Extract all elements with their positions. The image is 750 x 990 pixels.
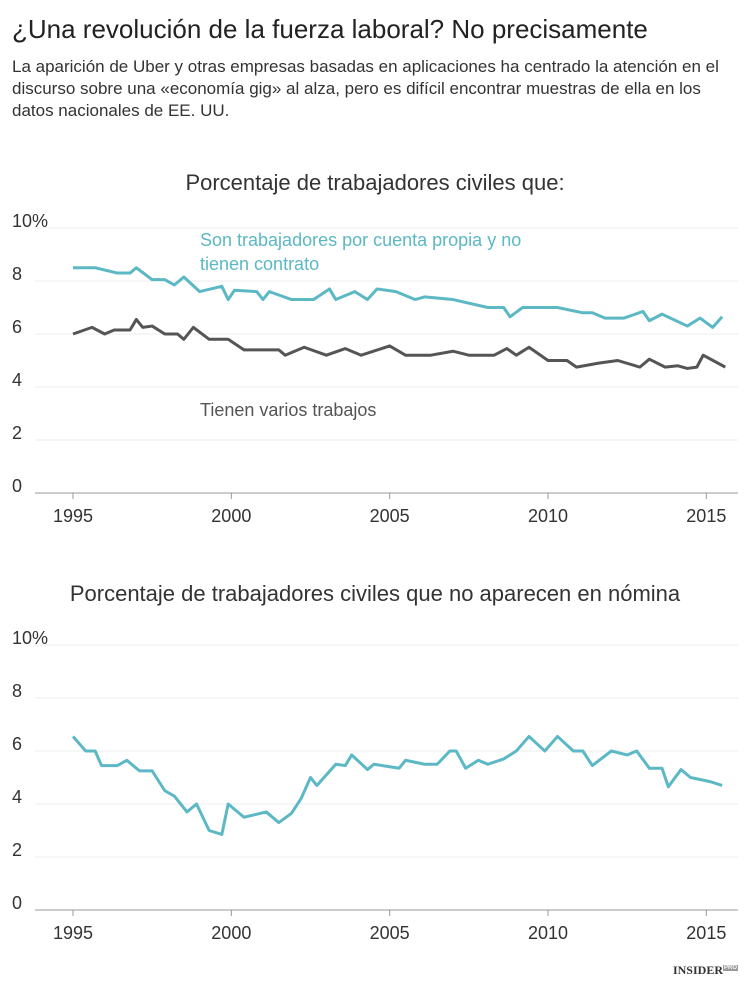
chart-title: Porcentaje de trabajadores civiles que n… [70, 581, 681, 606]
y-tick-label: 8 [12, 264, 22, 284]
x-tick-label: 2010 [528, 506, 568, 526]
series-line [72, 317, 727, 370]
y-tick-label: 10% [12, 628, 48, 648]
series-line [73, 266, 724, 329]
x-tick-label: 2000 [211, 506, 251, 526]
y-tick-label: 0 [12, 893, 22, 913]
series-line [71, 734, 723, 836]
y-tick-label: 2 [12, 423, 22, 443]
chart-title: Porcentaje de trabajadores civiles que: [185, 170, 564, 195]
logo-badge: PRO [722, 965, 738, 971]
y-tick-label: 6 [12, 317, 22, 337]
y-tick-label: 10% [12, 211, 48, 231]
x-tick-label: 2015 [686, 506, 726, 526]
x-tick-label: 2010 [528, 923, 568, 943]
x-tick-label: 2005 [370, 506, 410, 526]
y-tick-label: 0 [12, 476, 22, 496]
x-tick-label: 2015 [686, 923, 726, 943]
y-tick-label: 6 [12, 734, 22, 754]
page-subtitle: La aparición de Uber y otras empresas ba… [12, 57, 719, 120]
x-tick-label: 1995 [53, 923, 93, 943]
x-tick-label: 1995 [53, 506, 93, 526]
y-tick-label: 8 [12, 681, 22, 701]
x-tick-label: 2000 [211, 923, 251, 943]
y-tick-label: 2 [12, 840, 22, 860]
logo-text: INSIDER [672, 963, 723, 977]
logo: INSIDERPRO [673, 963, 738, 978]
page-title: ¿Una revolución de la fuerza laboral? No… [12, 14, 648, 44]
y-tick-label: 4 [12, 370, 22, 390]
x-tick-label: 2005 [370, 923, 410, 943]
series-label: Tienen varios trabajos [200, 400, 377, 420]
series-label: Son trabajadores por cuenta propia y no … [200, 230, 522, 274]
y-tick-label: 4 [12, 787, 22, 807]
